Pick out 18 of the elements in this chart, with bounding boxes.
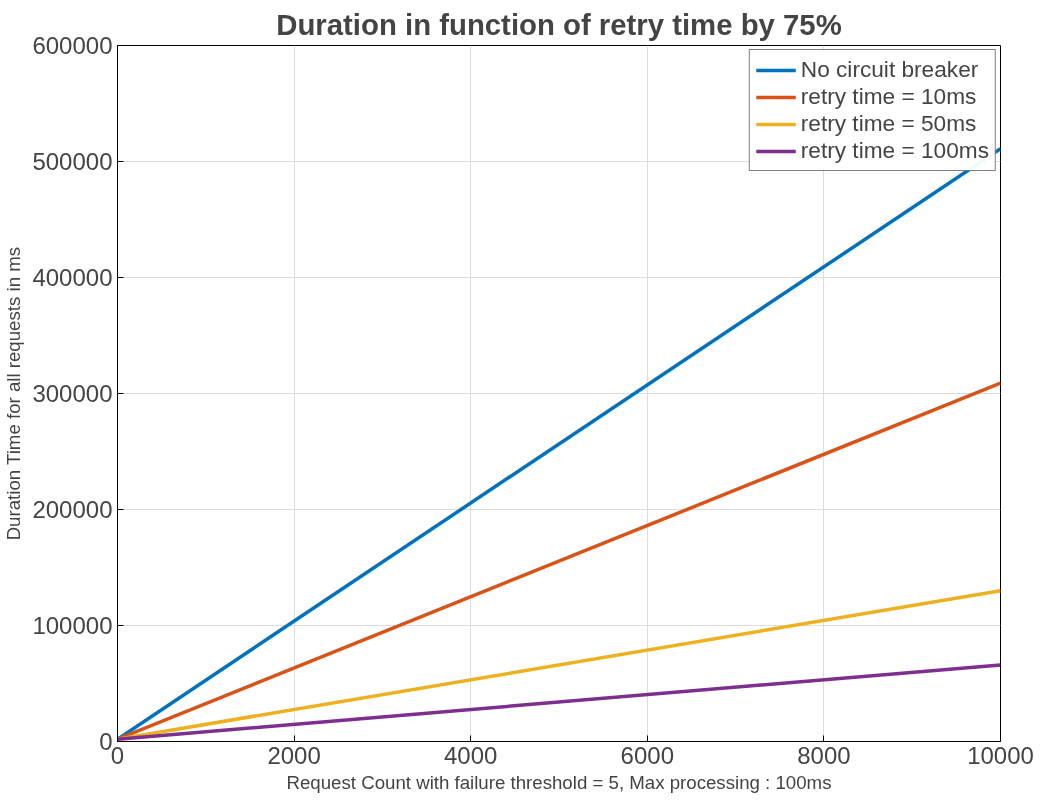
y-tick-label: 100000 — [32, 612, 113, 639]
legend-label: No circuit breaker — [800, 56, 979, 83]
y-tick-label: 300000 — [32, 380, 113, 407]
x-tick-label: 6000 — [620, 741, 674, 769]
legend-label: retry time = 50ms — [800, 110, 977, 137]
y-tick-label: 200000 — [32, 496, 113, 523]
x-tick-label: 4000 — [444, 741, 498, 769]
chart-title: Duration in function of retry time by 75% — [276, 7, 842, 41]
y-axis-title: Duration Time for all requests in ms — [3, 246, 25, 541]
legend-label: retry time = 100ms — [800, 137, 989, 164]
legend-label: retry time = 10ms — [800, 83, 977, 110]
x-tick-label: 2000 — [267, 741, 321, 769]
y-tick-label: 500000 — [32, 148, 113, 175]
y-tick-label: 400000 — [32, 264, 113, 291]
x-tick-label: 8000 — [797, 741, 851, 769]
x-tick-label: 10000 — [967, 741, 1034, 769]
y-tick-label: 600000 — [32, 32, 113, 59]
x-axis-title: Request Count with failure threshold = 5, Max processing : 100ms — [286, 771, 832, 793]
